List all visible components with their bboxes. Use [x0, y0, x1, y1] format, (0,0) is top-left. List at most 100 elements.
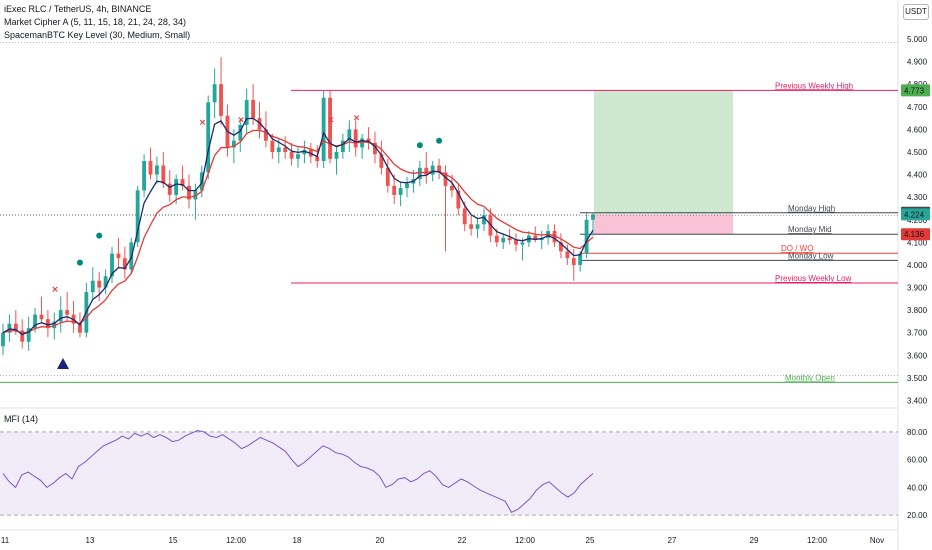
signal-markers: × × × × ×: [51, 113, 443, 369]
key-level-label: Monday Mid: [788, 225, 832, 234]
price-tick-label: 4.300: [907, 193, 928, 202]
candle-body: [315, 156, 320, 162]
time-tick-label: 15: [169, 536, 178, 545]
green-dot-signal-icon: [76, 259, 83, 266]
price-label-box: [901, 228, 930, 241]
time-tick-label: 12:00: [515, 536, 536, 545]
loss-zone: [594, 214, 733, 235]
symbol-title: iExec RLC / TetherUS, 4h, BINANCE: [4, 4, 152, 14]
key-level-label: Monthly Open: [785, 373, 835, 382]
candle-body: [533, 235, 538, 241]
candle-body: [334, 151, 339, 159]
price-axis[interactable]: 5.0004.9004.8004.7004.6004.5004.4004.300…: [901, 35, 930, 405]
key-level-label: Monday Low: [788, 251, 834, 260]
key-levels: Previous Weekly High Monday High Monday Mi…: [0, 81, 898, 383]
price-label-text: 4.224: [904, 210, 925, 219]
candle-body: [584, 219, 589, 254]
green-dot-signal-icon: [436, 137, 443, 144]
candle-body: [238, 124, 243, 141]
candle-body: [571, 258, 576, 265]
time-tick-label: 27: [668, 536, 677, 545]
indicator-key-level[interactable]: SpacemanBTC Key Level (30, Medium, Small…: [4, 30, 191, 40]
candle-body: [135, 190, 140, 243]
time-tick-label: 11: [1, 536, 10, 545]
time-tick-label: 29: [750, 536, 759, 545]
profit-zone: [594, 90, 733, 215]
time-tick-label: 20: [376, 536, 385, 545]
candle-body: [13, 323, 18, 331]
candles[interactable]: [1, 57, 595, 356]
candle-body: [142, 161, 147, 191]
candle-body: [180, 179, 185, 186]
candle-body: [110, 253, 114, 277]
price-tick-label: 4.600: [907, 125, 928, 134]
currency-button[interactable]: USDT: [903, 4, 929, 20]
green-dot-signal-icon: [96, 232, 103, 239]
candle-body: [328, 97, 332, 159]
candle-body: [219, 84, 223, 116]
key-level-label: Previous Weekly High: [775, 81, 853, 90]
candle-body: [187, 185, 191, 200]
candle-body: [283, 147, 288, 152]
candle-body: [116, 253, 121, 259]
candle-body: [449, 185, 454, 191]
candle-body: [289, 151, 294, 159]
candle-body: [347, 129, 352, 141]
candle-body: [231, 140, 236, 148]
price-tick-label: 4.500: [907, 148, 928, 157]
green-dot-signal-icon: [416, 142, 423, 149]
candle-body: [78, 323, 82, 333]
mfi-tick-label: 40.00: [907, 483, 928, 492]
time-tick-label: 12:00: [807, 536, 828, 545]
candle-body: [90, 280, 95, 293]
candle-body: [122, 258, 127, 270]
mfi-pane: 80.00 60.00 40.00 20.00: [0, 428, 928, 520]
candle-body: [212, 84, 217, 103]
candle-body: [373, 142, 377, 155]
candle-body: [97, 280, 102, 288]
candle-body: [507, 237, 512, 241]
candle-body: [1, 332, 5, 347]
candle-body: [276, 147, 281, 152]
candle-body: [392, 185, 397, 195]
mfi-tick-label: 80.00: [907, 428, 928, 437]
time-tick-label: 22: [458, 536, 467, 545]
price-tick-label: 4.700: [907, 103, 928, 112]
price-tick-label: 3.600: [907, 351, 928, 360]
candle-body: [520, 242, 525, 245]
candle-body: [552, 231, 557, 243]
candle-body: [26, 328, 31, 342]
candle-body: [65, 310, 70, 315]
candle-body: [501, 237, 506, 243]
candle-body: [514, 240, 518, 245]
price-label-text: 4.136: [904, 230, 925, 239]
candle-body: [456, 190, 461, 209]
price-label-box: [901, 208, 930, 221]
price-tick-label: 5.000: [907, 35, 928, 44]
candle-body: [565, 251, 570, 259]
candle-body: [443, 172, 448, 186]
price-tick-label: 3.900: [907, 284, 928, 293]
candle-body: [469, 224, 474, 229]
candle-body: [296, 154, 300, 159]
candle-body: [148, 161, 153, 175]
price-tick-label: 3.500: [907, 374, 928, 383]
price-tick-label: 4.400: [907, 171, 928, 180]
fast-ema-line: [2, 117, 594, 336]
indicator-market-cipher[interactable]: Market Cipher A (5, 11, 15, 18, 21, 24, …: [4, 17, 186, 27]
candle-body: [482, 215, 486, 225]
blue-triangle-signal-icon: [57, 358, 69, 369]
price-tick-label: 4.000: [907, 261, 928, 270]
candle-body: [154, 165, 159, 175]
time-tick-label: Nov: [870, 536, 884, 545]
cross-signal-icon: ×: [353, 113, 361, 123]
mfi-line: [2, 429, 594, 513]
candle-body: [430, 165, 435, 175]
candle-body: [206, 102, 211, 173]
time-axis[interactable]: 11 13 15 12:00 18 20 22 12:00 25 27 29 12:00 Nov: [1, 536, 884, 545]
mfi-label[interactable]: MFI (14): [4, 414, 39, 424]
candle-body: [437, 165, 442, 173]
mfi-tick-label: 20.00: [907, 511, 928, 520]
time-tick-label: 12:00: [226, 536, 247, 545]
